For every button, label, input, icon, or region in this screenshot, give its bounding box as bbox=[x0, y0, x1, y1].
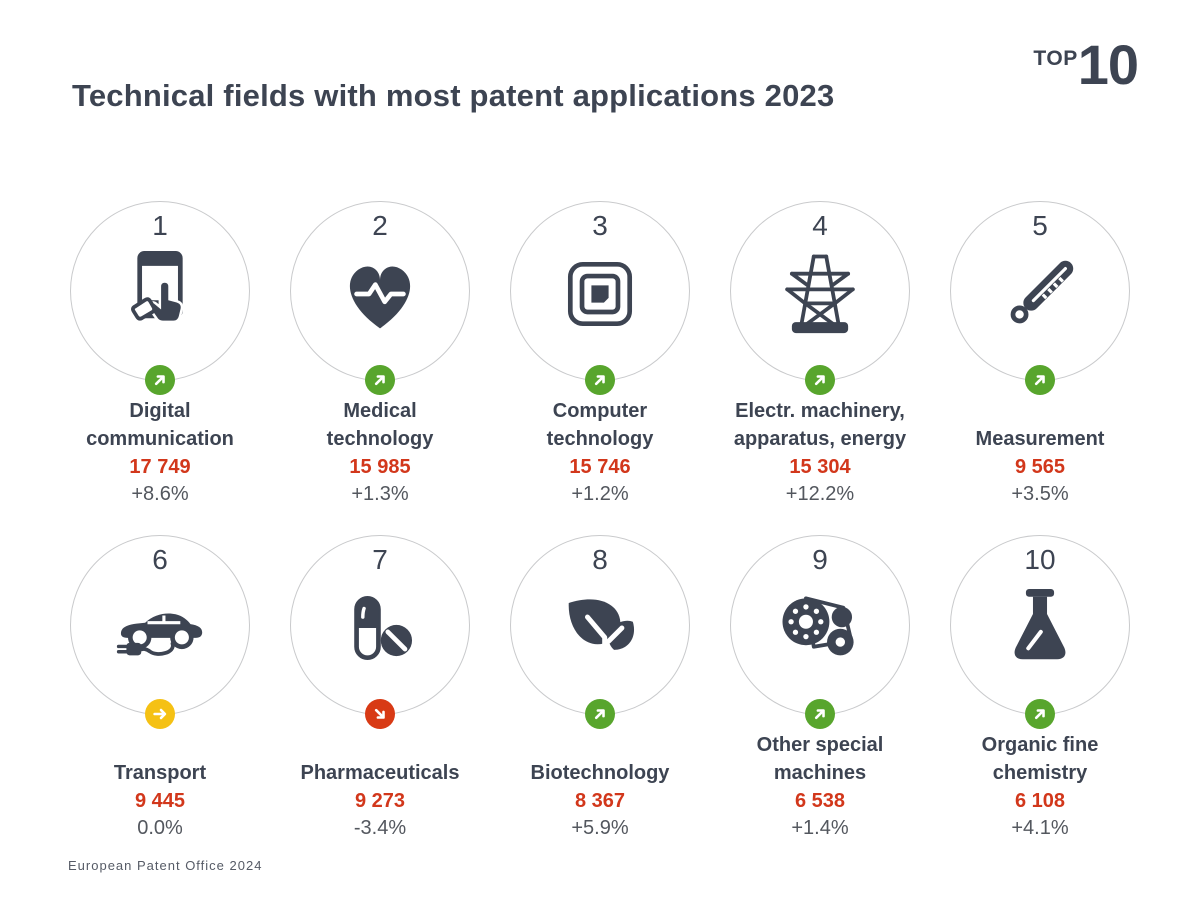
field-circle: 4 bbox=[730, 201, 910, 395]
rank-number: 5 bbox=[1032, 210, 1048, 241]
trend-badge bbox=[365, 365, 395, 395]
rank-number: 2 bbox=[372, 210, 388, 241]
application-count: 9 565 bbox=[1014, 456, 1066, 478]
field-card: 9 Other special machines 6 538 +1.4% bbox=[710, 535, 930, 841]
rank-number: 10 bbox=[1024, 544, 1056, 575]
power-pylon-icon bbox=[770, 244, 870, 344]
field-name: Biotechnology bbox=[530, 762, 670, 784]
trend-arrow-icon bbox=[590, 704, 610, 724]
application-count: 15 746 bbox=[569, 456, 631, 478]
bottom-row: 6 Transport 9 445 0.0% 7 Pharmaceuticals… bbox=[50, 535, 1150, 841]
field-circle: 6 bbox=[70, 535, 250, 729]
field-card: 2 Medical technology 15 985 +1.3% bbox=[270, 201, 490, 507]
change-percent: +8.6% bbox=[131, 483, 189, 505]
trend-badge bbox=[1025, 699, 1055, 729]
leaves-icon bbox=[550, 578, 650, 678]
application-count: 15 304 bbox=[789, 456, 851, 478]
trend-badge bbox=[1025, 365, 1055, 395]
rank-number: 4 bbox=[812, 210, 828, 241]
field-name: Electr. machinery, apparatus, energy bbox=[733, 400, 907, 450]
application-count: 9 445 bbox=[134, 790, 186, 812]
trend-arrow-icon bbox=[146, 700, 174, 728]
rank-number: 9 bbox=[812, 544, 828, 575]
field-card: 10 Organic fine chemistry 6 108 +4.1% bbox=[930, 535, 1150, 841]
application-count: 17 749 bbox=[129, 456, 191, 478]
trend-arrow-icon bbox=[810, 704, 830, 724]
rank-number: 8 bbox=[592, 544, 608, 575]
trend-arrow-icon bbox=[1030, 704, 1050, 724]
change-percent: -3.4% bbox=[353, 817, 407, 839]
application-count: 6 108 bbox=[1014, 790, 1066, 812]
change-percent: +1.3% bbox=[351, 483, 409, 505]
field-name: Transport bbox=[113, 762, 207, 784]
trend-arrow-icon bbox=[590, 370, 610, 390]
field-name: Pharmaceuticals bbox=[300, 762, 460, 784]
trend-arrow-icon bbox=[1030, 370, 1050, 390]
belt-drive-icon bbox=[770, 578, 870, 678]
rank-number: 6 bbox=[152, 544, 168, 575]
electric-car-icon bbox=[110, 578, 210, 678]
trend-arrow-icon bbox=[370, 704, 390, 724]
trend-arrow-icon bbox=[810, 370, 830, 390]
flask-icon bbox=[990, 578, 1090, 678]
trend-badge bbox=[365, 699, 395, 729]
field-card: 5 Measurement 9 565 +3.5% bbox=[930, 201, 1150, 507]
trend-badge bbox=[145, 365, 175, 395]
top10-logo: TOP 10 bbox=[1033, 33, 1139, 96]
application-count: 9 273 bbox=[354, 790, 406, 812]
change-percent: +4.1% bbox=[1011, 817, 1069, 839]
field-name: Measurement bbox=[975, 428, 1105, 450]
field-circle: 7 bbox=[290, 535, 470, 729]
trend-badge bbox=[145, 699, 175, 729]
change-percent: 0.0% bbox=[137, 817, 183, 839]
field-circle: 5 bbox=[950, 201, 1130, 395]
smartphone-touch-icon bbox=[110, 244, 210, 344]
trend-badge bbox=[805, 365, 835, 395]
rank-number: 7 bbox=[372, 544, 388, 575]
application-count: 6 538 bbox=[794, 790, 846, 812]
field-name: Digital communication bbox=[86, 400, 234, 450]
field-circle: 1 bbox=[70, 201, 250, 395]
trend-arrow-icon bbox=[150, 370, 170, 390]
field-circle: 10 bbox=[950, 535, 1130, 729]
field-name: Medical technology bbox=[326, 400, 434, 450]
top10-number: 10 bbox=[1077, 33, 1139, 96]
change-percent: +12.2% bbox=[785, 483, 855, 505]
change-percent: +1.4% bbox=[791, 817, 849, 839]
application-count: 15 985 bbox=[349, 456, 411, 478]
thermometer-icon bbox=[990, 244, 1090, 344]
field-circle: 9 bbox=[730, 535, 910, 729]
rank-number: 1 bbox=[152, 210, 168, 241]
field-card: 4 Electr. machinery, apparatus, energy 1… bbox=[710, 201, 930, 507]
field-name: Organic fine chemistry bbox=[981, 734, 1099, 784]
pills-icon bbox=[330, 578, 430, 678]
trend-badge bbox=[805, 699, 835, 729]
field-circle: 3 bbox=[510, 201, 690, 395]
trend-badge bbox=[585, 365, 615, 395]
trend-arrow-icon bbox=[370, 370, 390, 390]
field-card: 3 Computer technology 15 746 +1.2% bbox=[490, 201, 710, 507]
source-credit: European Patent Office 2024 bbox=[68, 858, 263, 873]
ranking-board: 1 Digital communication 17 749 +8.6% 2 M… bbox=[50, 201, 1150, 841]
rank-number: 3 bbox=[592, 210, 608, 241]
field-circle: 2 bbox=[290, 201, 470, 395]
change-percent: +3.5% bbox=[1011, 483, 1069, 505]
field-name: Other special machines bbox=[756, 734, 884, 784]
top-row: 1 Digital communication 17 749 +8.6% 2 M… bbox=[50, 201, 1150, 507]
change-percent: +1.2% bbox=[571, 483, 629, 505]
trend-badge bbox=[585, 699, 615, 729]
heart-pulse-icon bbox=[330, 244, 430, 344]
field-card: 8 Biotechnology 8 367 +5.9% bbox=[490, 535, 710, 841]
field-card: 1 Digital communication 17 749 +8.6% bbox=[50, 201, 270, 507]
change-percent: +5.9% bbox=[571, 817, 629, 839]
field-name: Computer technology bbox=[546, 400, 654, 450]
chip-icon bbox=[550, 244, 650, 344]
application-count: 8 367 bbox=[574, 790, 626, 812]
top10-label: TOP bbox=[1033, 47, 1078, 70]
field-card: 6 Transport 9 445 0.0% bbox=[50, 535, 270, 841]
page-title: Technical fields with most patent applic… bbox=[72, 78, 835, 113]
field-card: 7 Pharmaceuticals 9 273 -3.4% bbox=[270, 535, 490, 841]
field-circle: 8 bbox=[510, 535, 690, 729]
